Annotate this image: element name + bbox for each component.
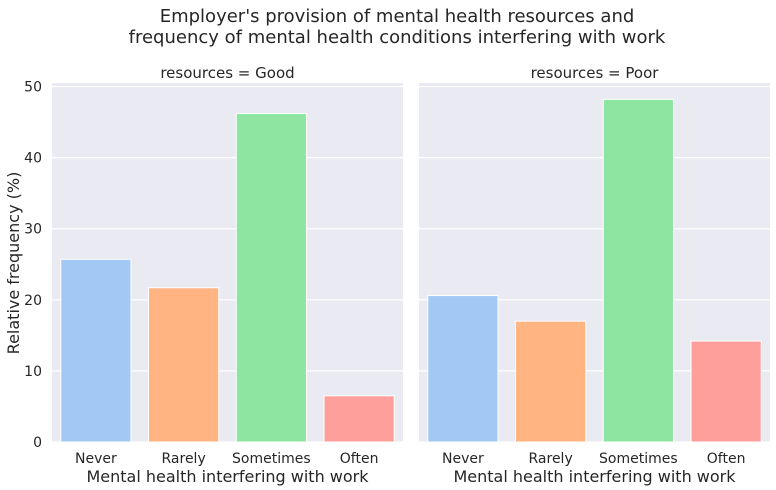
y-axis-label: Relative frequency (%): [4, 172, 23, 355]
y-tick-label: 20: [24, 293, 42, 309]
bar-rarely: [515, 320, 587, 443]
chart-title-line-2: frequency of mental health conditions in…: [129, 27, 666, 48]
bar-rarely: [148, 287, 220, 443]
x-tick-label: Rarely: [529, 451, 573, 467]
y-tick-label: 10: [24, 364, 42, 380]
x-axis-label: Mental health interfering with work: [86, 467, 369, 486]
bar-never: [427, 295, 499, 443]
bar-sometimes: [602, 98, 674, 443]
x-tick-label: Never: [75, 451, 117, 467]
facet-title: resources = Poor: [531, 64, 660, 82]
x-tick-label: Rarely: [162, 451, 206, 467]
y-tick-label: 40: [24, 151, 42, 167]
y-tick-label: 30: [24, 222, 42, 238]
x-tick-label: Often: [707, 451, 746, 467]
y-tick-label: 0: [33, 435, 42, 451]
chart-title-line-1: Employer's provision of mental health re…: [160, 6, 635, 27]
bar-sometimes: [235, 113, 307, 443]
bar-often: [323, 395, 395, 443]
bar-often: [690, 340, 762, 443]
x-tick-label: Sometimes: [232, 451, 311, 467]
y-tick-label: 50: [24, 80, 42, 96]
facet-title: resources = Good: [160, 64, 294, 82]
x-axis-label: Mental health interfering with work: [453, 467, 736, 486]
bar-never: [60, 258, 132, 443]
x-tick-label: Often: [340, 451, 379, 467]
x-tick-label: Never: [442, 451, 484, 467]
x-tick-label: Sometimes: [599, 451, 678, 467]
